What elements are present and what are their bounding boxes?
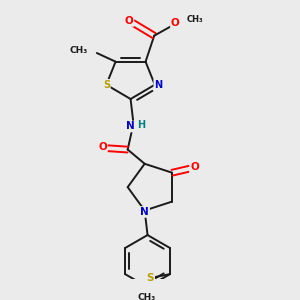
Text: H: H: [136, 120, 145, 130]
Text: N: N: [126, 122, 135, 131]
Text: O: O: [171, 18, 180, 28]
Text: N: N: [154, 80, 162, 90]
Text: CH₃: CH₃: [138, 293, 156, 300]
Text: N: N: [140, 207, 149, 217]
Text: CH₃: CH₃: [187, 15, 203, 24]
Text: S: S: [147, 273, 154, 284]
Text: S: S: [103, 80, 110, 90]
Text: O: O: [125, 16, 134, 26]
Text: O: O: [190, 163, 199, 172]
Text: O: O: [98, 142, 107, 152]
Text: CH₃: CH₃: [69, 46, 88, 55]
